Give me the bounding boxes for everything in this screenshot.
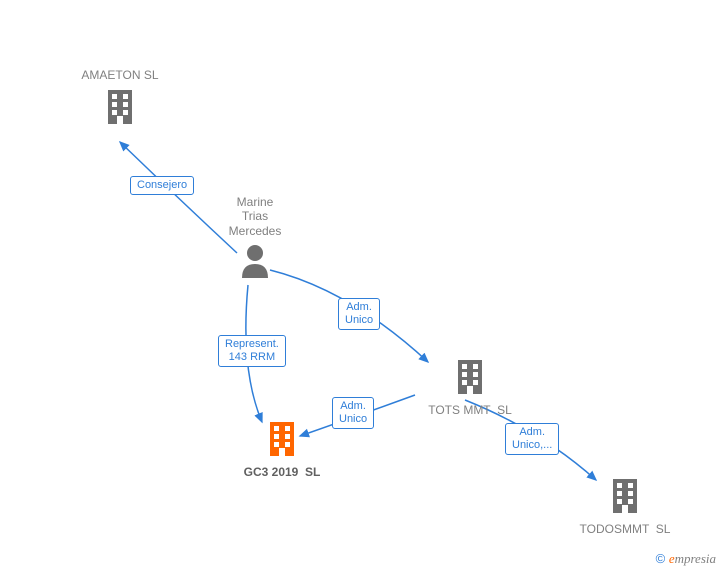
building-icon [60,86,180,131]
node-label-todos: TODOSMMT SL [565,522,685,536]
node-label-gc3: GC3 2019 SL [232,465,332,479]
edge-label-consejero: Consejero [130,176,194,195]
node-amaeton[interactable]: AMAETON SL [60,68,180,131]
node-label-marine: Marine Trias Mercedes [205,195,305,238]
footer-brand: © empresia [656,551,716,567]
copyright-symbol: © [656,551,666,566]
node-todos[interactable]: TODOSMMT SL [565,475,685,536]
node-marine[interactable]: Marine Trias Mercedes [205,195,305,285]
node-label-tots: TOTS MMT SL [410,403,530,417]
node-gc3[interactable]: GC3 2019 SL [232,418,332,479]
brand-rest: mpresia [675,551,716,566]
person-icon [205,242,305,285]
edge-label-adm-unico-todos: Adm. Unico,... [505,423,559,455]
node-tots[interactable]: TOTS MMT SL [410,356,530,417]
edge-label-adm-unico-tots: Adm. Unico [338,298,380,330]
node-label-amaeton: AMAETON SL [60,68,180,82]
edge-label-adm-unico-gc3: Adm. Unico [332,397,374,429]
building-icon [565,475,685,520]
edge-label-represent: Represent. 143 RRM [218,335,286,367]
building-icon [232,418,332,463]
building-icon [410,356,530,401]
